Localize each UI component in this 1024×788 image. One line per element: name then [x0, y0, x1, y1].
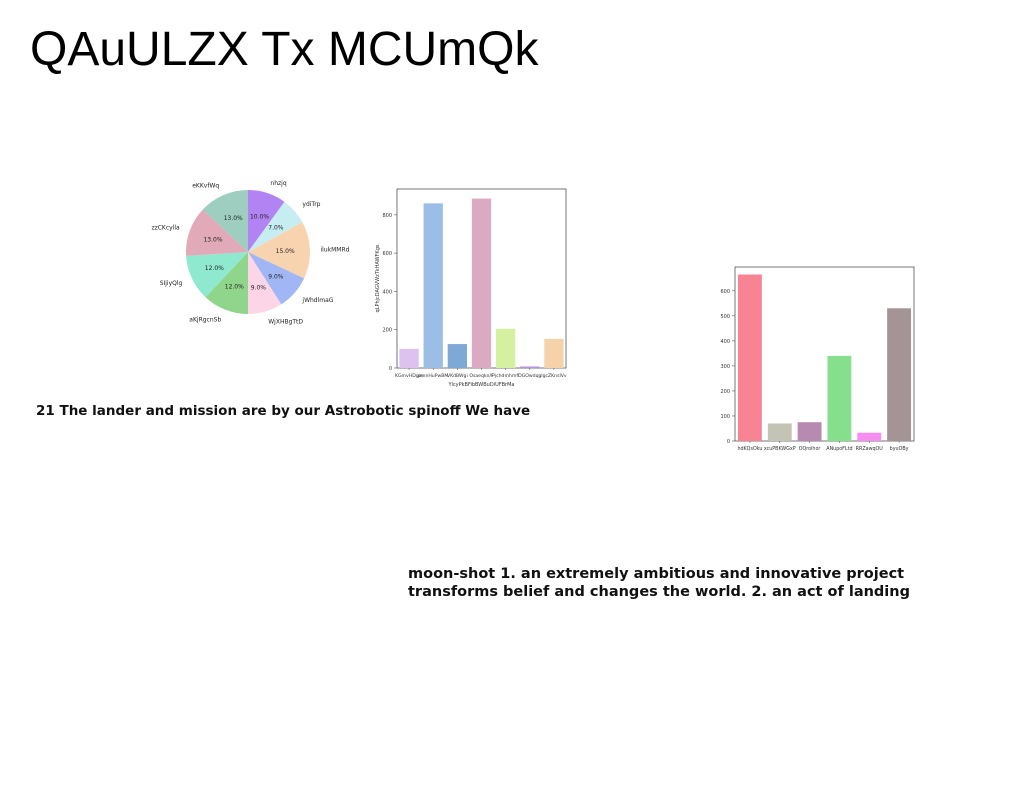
plot-frame	[734, 266, 915, 442]
y-tick-label: 600	[382, 251, 392, 257]
pie-slice	[248, 201, 303, 252]
pie-slice	[205, 252, 248, 314]
pie-slice	[202, 190, 248, 252]
pie-category-label: zzCKcylla	[151, 224, 180, 231]
pie-value-label: 13.0%	[203, 236, 222, 243]
bar	[423, 203, 443, 368]
bar	[471, 198, 492, 368]
pie-slice	[248, 222, 310, 279]
y-tick-label: 0	[389, 366, 392, 372]
x-tick-label: pmnHuPwBM	[418, 373, 448, 379]
x-axis-label: YlcyPkBFibBWBuDiUFBrMa	[447, 382, 514, 388]
pie-chart: 10.0% nhzjq 7.0% ydiTrp 15.0% ilukMMRd 9.0% jWh…	[151, 180, 350, 326]
pie-category-label: WjXHBgTtD	[268, 319, 303, 326]
bar	[857, 432, 882, 441]
pie-value-label: 13.0%	[224, 215, 243, 222]
pie-category-label: ilukMMRd	[321, 247, 350, 254]
pie-category-label: SIjiyQlg	[160, 280, 183, 287]
x-tick-label: OQroihor	[799, 446, 821, 452]
pie-value-label: 7.0%	[268, 224, 284, 231]
pie-value-label: 15.0%	[276, 248, 295, 255]
bar	[520, 366, 540, 368]
y-tick-label: 500	[720, 314, 730, 320]
y-axis-label: qLPhjcDAGVWzTkHAWFKgs	[375, 244, 381, 312]
definition-text: moon-shot 1. an extremely ambitious and …	[408, 565, 910, 601]
y-tick-label: 300	[720, 364, 730, 370]
y-tick-label: 800	[382, 213, 392, 219]
y-tick-label: 100	[720, 414, 730, 420]
bar	[495, 328, 516, 368]
page-title: QAuULZX Tx MCUmQk	[30, 23, 539, 76]
pie-value-label: 10.0%	[250, 214, 269, 221]
y-tick-label: 200	[720, 389, 730, 395]
x-tick-label: Osaeqkn/F	[469, 373, 494, 379]
bar	[399, 348, 419, 368]
y-tick-label: 0	[727, 439, 730, 445]
pie-slice	[186, 209, 248, 256]
x-tick-label: ANupoFLtd	[826, 446, 852, 452]
y-tick-label: 400	[382, 289, 392, 295]
bar	[447, 344, 468, 368]
pie-category-label: nhzjq	[270, 180, 286, 187]
pie-category-label: ydiTrp	[302, 201, 320, 208]
bar	[737, 274, 762, 441]
pie-slice	[248, 252, 305, 305]
pie-value-label: 9.0%	[268, 274, 284, 281]
pie-category-label: eKKvfWq	[192, 182, 219, 189]
x-tick-label: VKdBWgi	[447, 373, 468, 379]
pie-category-label: aKjRgcnSb	[189, 316, 221, 323]
pie-value-label: 9.0%	[251, 285, 267, 292]
y-tick-label: 200	[382, 328, 392, 334]
pie-value-label: 12.0%	[225, 284, 244, 291]
x-tick-label: byuOBy	[890, 446, 909, 452]
x-tick-label: Pjchdmhmfl	[492, 373, 519, 379]
pie-slice	[248, 190, 285, 252]
x-tick-label: xcuPBKWGxP	[764, 446, 796, 452]
pie-slice	[186, 252, 248, 298]
y-tick-label: 600	[720, 289, 730, 295]
bar	[797, 422, 822, 441]
x-tick-label: hdKQsOku	[737, 446, 762, 452]
bar	[767, 423, 792, 441]
definition-line-1: moon-shot 1. an extremely ambitious and …	[408, 566, 905, 582]
pie-slice	[248, 252, 282, 314]
definition-line-2: transforms belief and changes the world.…	[408, 584, 910, 600]
y-tick-label: 400	[720, 339, 730, 345]
x-tick-label: IgcZKnslVv	[541, 373, 567, 379]
pie-category-label: jWhdlmaG	[301, 297, 333, 304]
pie-value-label: 12.0%	[205, 265, 224, 272]
body-text: 21 The lander and mission are by our Ast…	[36, 403, 531, 419]
x-tick-label: OGOwdqg	[518, 373, 541, 379]
bar-chart-2: 0 100 200 300 400 500 600 hdKQsOku xcuPBKWGxP OQr…	[720, 266, 915, 452]
bar	[827, 355, 852, 441]
bar	[544, 338, 564, 368]
bar	[887, 308, 912, 441]
x-tick-label: RRZawqOU	[856, 446, 884, 452]
x-tick-label: KGmvHDgm	[395, 373, 424, 379]
